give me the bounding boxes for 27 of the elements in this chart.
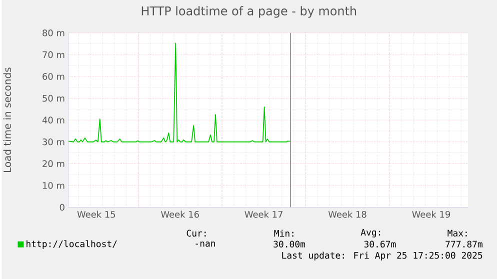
- text: Cur:: [186, 230, 206, 237]
- y-tick-label: 40 m: [42, 116, 64, 124]
- text: Min:: [274, 230, 294, 237]
- y-tick-label: 60 m: [42, 73, 64, 80]
- y-axis-title: Load time in seconds: [3, 68, 12, 172]
- y-tick-label: 0: [60, 204, 64, 211]
- y-tick-label: 70 m: [42, 51, 64, 58]
- x-tick-label: Week 16: [160, 210, 199, 218]
- y-tick-label: 30 m: [42, 138, 64, 146]
- y-tick-label: 20 m: [42, 160, 64, 168]
- line-series: [68, 42, 291, 142]
- y-tick-label: 50 m: [42, 94, 64, 102]
- x-tick-label: Week 17: [244, 210, 282, 218]
- chart-title: HTTP loadtime of a page - by month: [142, 6, 356, 18]
- text: Max:: [448, 230, 467, 237]
- text: 30.67m: [364, 240, 396, 248]
- x-tick-label: Week 15: [77, 210, 116, 218]
- text: Last update: Fri Apr 25 17:25:00 2025: [282, 252, 482, 260]
- x-tick-label: Week 19: [412, 210, 450, 218]
- y-tick-label: 10 m: [42, 182, 64, 189]
- text: 777.87m: [446, 240, 482, 248]
- y-tick-label: 80 m: [42, 29, 64, 36]
- x-tick-label: Week 18: [328, 210, 366, 218]
- legend-label: http://localhost/: [26, 240, 117, 249]
- text: 30.00m: [274, 240, 306, 248]
- text: -nan: [196, 242, 215, 247]
- text: Avg:: [360, 228, 380, 238]
